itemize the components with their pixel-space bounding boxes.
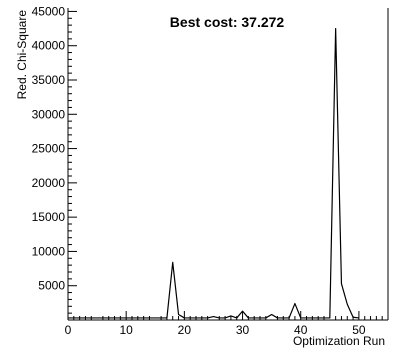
axes-layer xyxy=(67,8,389,321)
series-line-0 xyxy=(68,27,359,319)
ticks-layer: 0 10 20 30 40 50 5000 10000 15000 20000 25000 30000… xyxy=(32,4,383,337)
y-tick-label: 40000 xyxy=(32,39,66,53)
x-tick-label: 40 xyxy=(294,323,308,337)
y-tick-label: 5000 xyxy=(38,279,65,293)
y-tick-label: 35000 xyxy=(32,73,66,87)
y-tick-label: 15000 xyxy=(32,210,66,224)
y-tick-label: 10000 xyxy=(32,244,66,258)
x-tick-label: 50 xyxy=(352,323,366,337)
y-axis-title: Red. Chi-Square xyxy=(15,10,29,100)
y-tick-label: 45000 xyxy=(32,4,66,18)
x-tick-label: 10 xyxy=(120,323,134,337)
x-tick-label: 20 xyxy=(178,323,192,337)
series-layer xyxy=(68,27,359,319)
y-tick-label: 30000 xyxy=(32,107,66,121)
chart-title: Best cost: 37.272 xyxy=(170,14,285,30)
y-tick-label: 25000 xyxy=(32,142,66,156)
x-axis-title: Optimization Run xyxy=(293,334,385,348)
x-tick-label: 0 xyxy=(65,323,72,337)
y-tick-label: 20000 xyxy=(32,176,66,190)
x-tick-label: 30 xyxy=(236,323,250,337)
